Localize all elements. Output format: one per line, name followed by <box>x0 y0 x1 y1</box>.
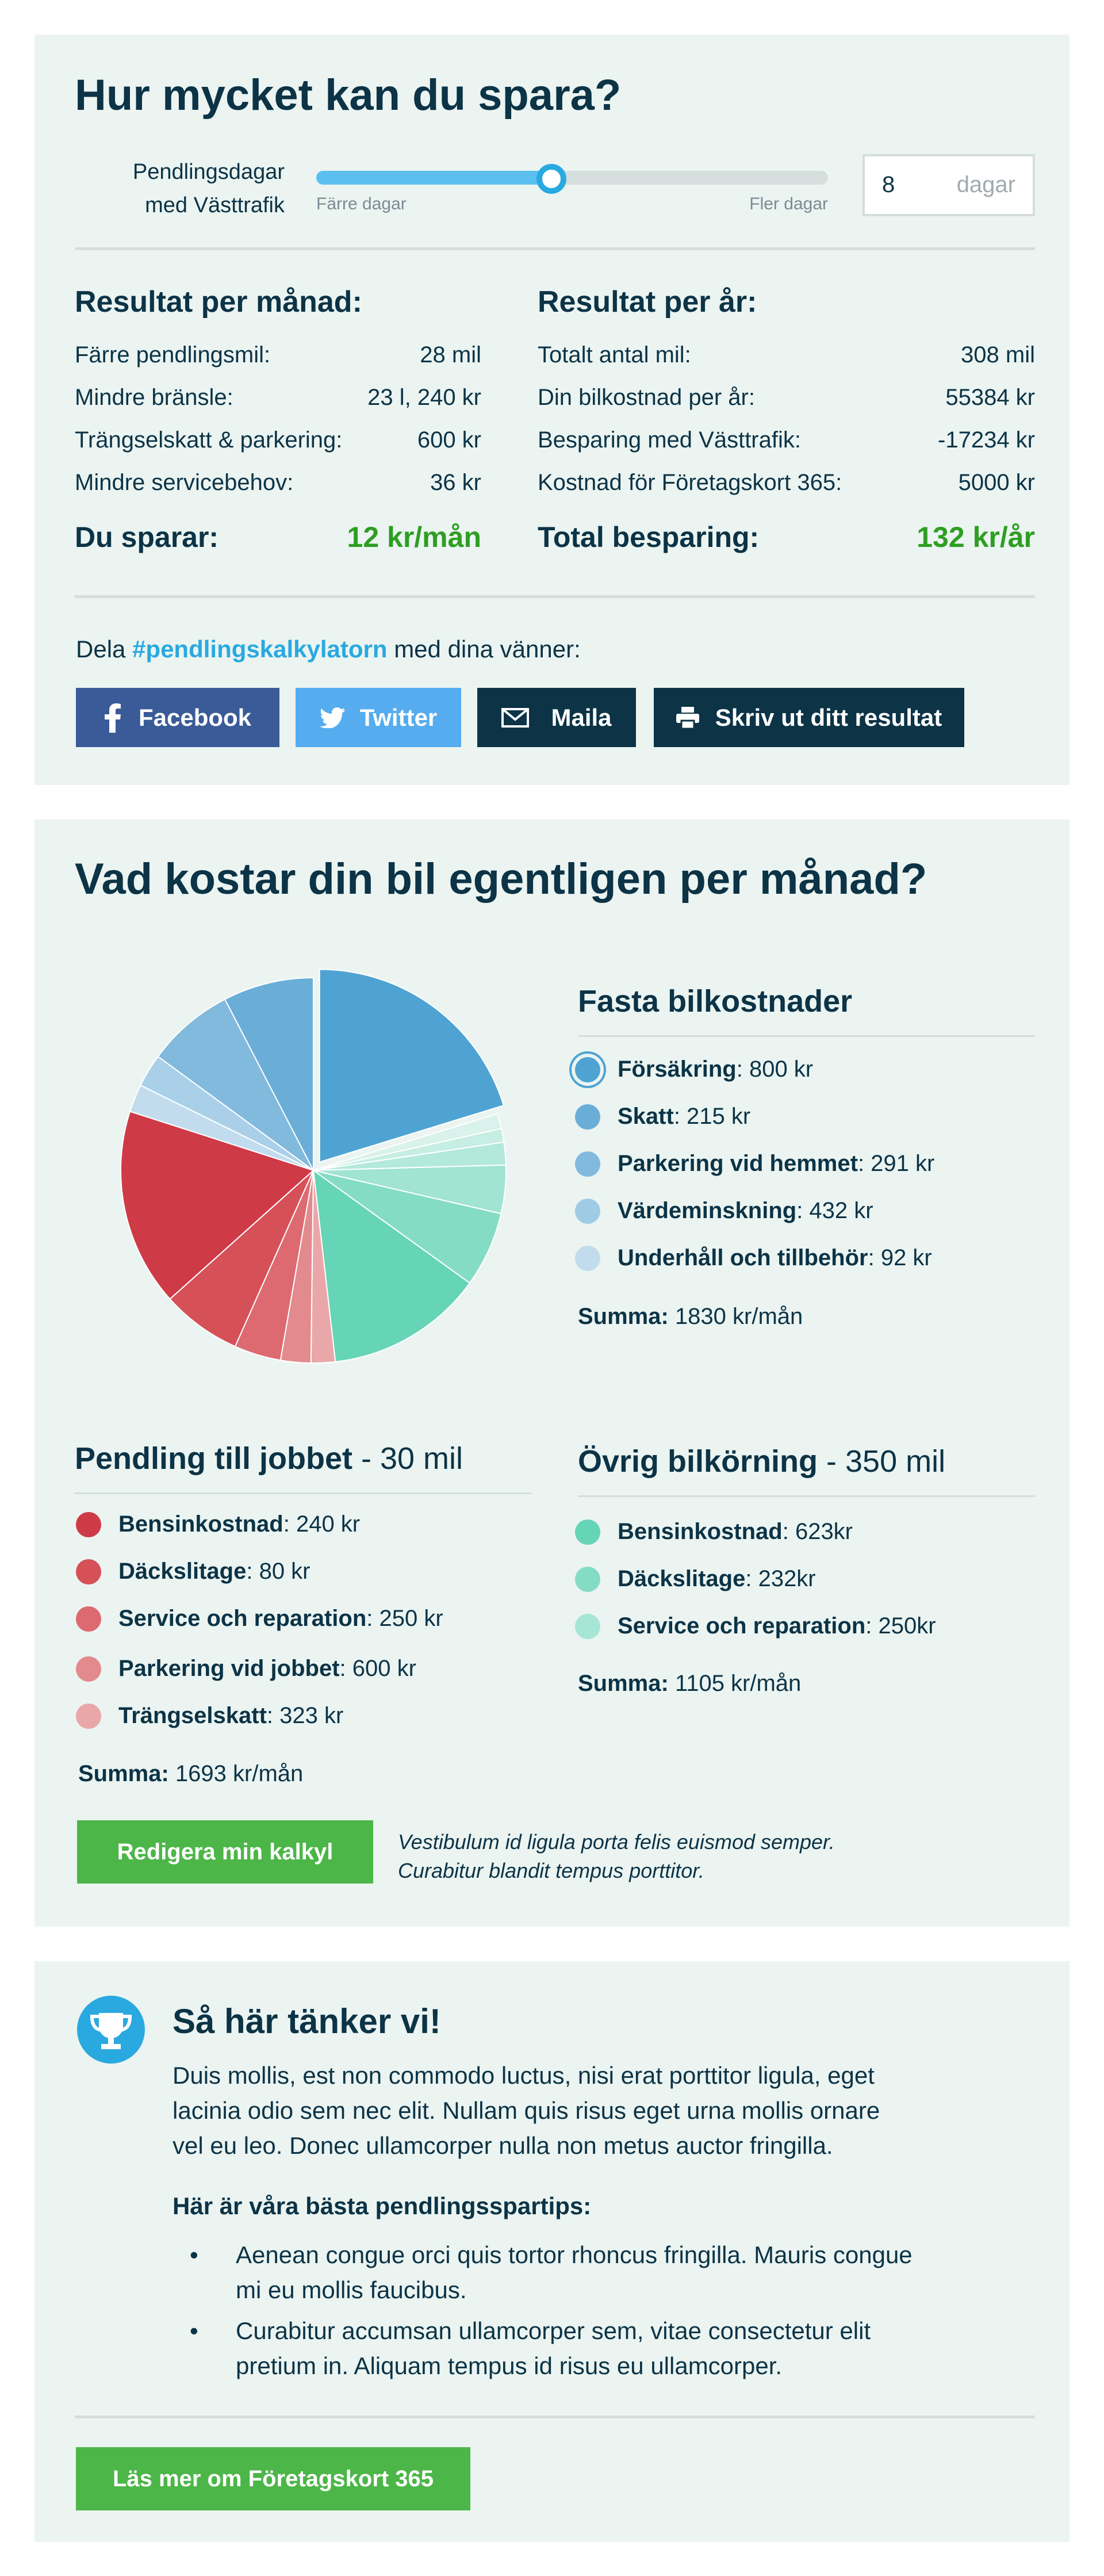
result-row: Trängselskatt & parkering: 600 kr <box>75 427 481 453</box>
legend-dot <box>575 1613 600 1639</box>
pie-slice-fixed <box>319 969 505 1163</box>
monthly-results: Färre pendlingsmil: 28 mil Mindre bränsle… <box>75 342 481 554</box>
legend-dot <box>76 1656 101 1682</box>
legend-item: Skatt: 215 kr <box>575 1104 750 1130</box>
tips-subheading: Här är våra bästa pendlingsspartips: <box>172 2192 592 2219</box>
twitter-button[interactable]: Twitter <box>296 688 461 747</box>
result-row: Mindre servicebehov: 36 kr <box>75 470 481 495</box>
monthly-total: Du sparar: 12 kr/mån <box>75 521 481 553</box>
legend-dot <box>575 1198 600 1224</box>
result-row: Mindre bränsle: 23 l, 240 kr <box>75 385 481 410</box>
tips-paragraph: Duis mollis, est non commodo luctus, nis… <box>172 2062 880 2159</box>
twitter-icon <box>319 707 345 728</box>
result-row: Kostnad för Företagskort 365: 5000 kr <box>538 470 1035 495</box>
calculator-card: Hur mycket kan du spara? Pendlingsdagar … <box>34 35 1070 785</box>
legend-dot <box>76 1703 101 1729</box>
other-driving-sum: Summa: 1105 kr/mån <box>578 1671 802 1696</box>
legend-item: Trängselskatt: 323 kr <box>76 1703 343 1729</box>
legend-dot <box>76 1606 101 1632</box>
divider <box>75 1492 532 1494</box>
legend-item: Bensinkostnad: 240 kr <box>76 1511 360 1537</box>
facebook-button[interactable]: Facebook <box>76 688 279 747</box>
legend-dot <box>575 1057 600 1082</box>
yearly-results: Totalt antal mil: 308 mil Din bilkostnad … <box>538 342 1035 554</box>
legend-dot <box>76 1511 101 1537</box>
calculator-title: Hur mycket kan du spara? <box>75 71 622 120</box>
edit-calculation-button[interactable]: Redigera min kalkyl <box>77 1820 373 1884</box>
result-row: Totalt antal mil: 308 mil <box>538 342 1035 368</box>
days-input[interactable]: 8 dagar <box>862 154 1035 216</box>
divider <box>578 1035 1035 1037</box>
hashtag-link[interactable]: #pendlingskalkylatorn <box>132 636 388 663</box>
tips-list: • Aenean congue orci quis tortor rhoncus … <box>190 2237 913 2383</box>
commute-heading: Pendling till jobbet - 30 mil <box>75 1441 463 1476</box>
result-row: Färre pendlingsmil: 28 mil <box>75 342 481 368</box>
divider <box>75 247 1035 250</box>
pie-slice-other <box>313 1170 502 1284</box>
read-more-button[interactable]: Läs mer om Företagskort 365 <box>76 2447 470 2510</box>
legend-item: Däckslitage: 80 kr <box>76 1559 310 1584</box>
legend-dot <box>575 1104 600 1130</box>
yearly-heading: Resultat per år: <box>538 285 757 319</box>
pie-slice-fixed <box>224 977 314 1171</box>
legend-item: Däckslitage: 232kr <box>575 1566 816 1592</box>
slider-fill <box>316 171 552 185</box>
edit-note: Vestibulum id ligula porta felis euismod… <box>398 1830 835 1882</box>
cost-pie-chart <box>120 969 507 1364</box>
trophy-badge <box>77 1996 145 2064</box>
trophy-icon <box>90 2013 132 2049</box>
pie-slice-commute <box>169 1170 314 1348</box>
facebook-icon <box>104 703 121 733</box>
envelope-icon <box>501 707 530 728</box>
legend-item: Parkering vid hemmet: 291 kr <box>575 1151 934 1177</box>
days-value: 8 <box>882 172 895 197</box>
slider-min-label: Färre dagar <box>316 194 407 213</box>
fixed-costs-heading: Fasta bilkostnader <box>578 984 853 1019</box>
pie-slice-fixed <box>157 998 314 1171</box>
slider-handle[interactable] <box>536 164 567 194</box>
legend-item: Värdeminskning: 432 kr <box>575 1198 873 1224</box>
list-item: • Curabitur accumsan ullamcorper sem, vit… <box>190 2317 871 2379</box>
legend-dot <box>76 1559 101 1584</box>
legend-item: Underhåll och tillbehör: 92 kr <box>575 1245 932 1271</box>
legend-item: Parkering vid jobbet: 600 kr <box>76 1656 416 1682</box>
legend-item: Service och reparation: 250kr <box>575 1613 936 1639</box>
divider <box>75 2416 1035 2418</box>
costs-card: Vad kostar din bil egentligen per månad?… <box>34 820 1070 1927</box>
tips-title: Så här tänker vi! <box>172 2002 441 2041</box>
days-unit: dagar <box>956 172 1015 197</box>
share-text: Dela #pendlingskalkylatorn med dina vänn… <box>76 636 581 663</box>
list-item: • Aenean congue orci quis tortor rhoncus … <box>190 2241 913 2303</box>
legend-item: Service och reparation: 250 kr <box>76 1606 443 1632</box>
costs-title: Vad kostar din bil egentligen per månad? <box>75 855 927 904</box>
tips-card: Så här tänker vi! Duis mollis, est non c… <box>34 1961 1070 2542</box>
pie-slice-commute <box>120 1111 315 1300</box>
divider <box>578 1495 1035 1497</box>
other-driving-heading: Övrig bilkörning - 350 mil <box>578 1444 946 1479</box>
mail-button[interactable]: Maila <box>477 688 636 747</box>
commute-sum: Summa: 1693 kr/mån <box>78 1761 304 1786</box>
legend-dot <box>575 1151 600 1177</box>
fixed-costs-sum: Summa: 1830 kr/mån <box>578 1304 803 1329</box>
monthly-heading: Resultat per månad: <box>75 285 362 319</box>
legend-dot <box>575 1245 600 1271</box>
yearly-total: Total besparing: 132 kr/år <box>538 521 1035 553</box>
result-row: Besparing med Västtrafik: -17234 kr <box>538 427 1035 453</box>
print-button[interactable]: Skriv ut ditt resultat <box>654 688 964 747</box>
days-slider[interactable] <box>316 162 828 194</box>
slider-max-label: Fler dagar <box>749 194 828 213</box>
result-row: Din bilkostnad per år: 55384 kr <box>538 385 1035 410</box>
legend-dot <box>575 1566 600 1592</box>
legend-item: Bensinkostnad: 623kr <box>575 1519 853 1545</box>
slider-label: Pendlingsdagar med Västtrafik <box>132 160 285 217</box>
printer-icon <box>676 706 699 729</box>
divider <box>75 595 1035 598</box>
legend-dot <box>575 1519 600 1545</box>
legend-item: Försäkring: 800 kr <box>575 1057 813 1082</box>
pie-slice-other <box>312 1169 471 1362</box>
